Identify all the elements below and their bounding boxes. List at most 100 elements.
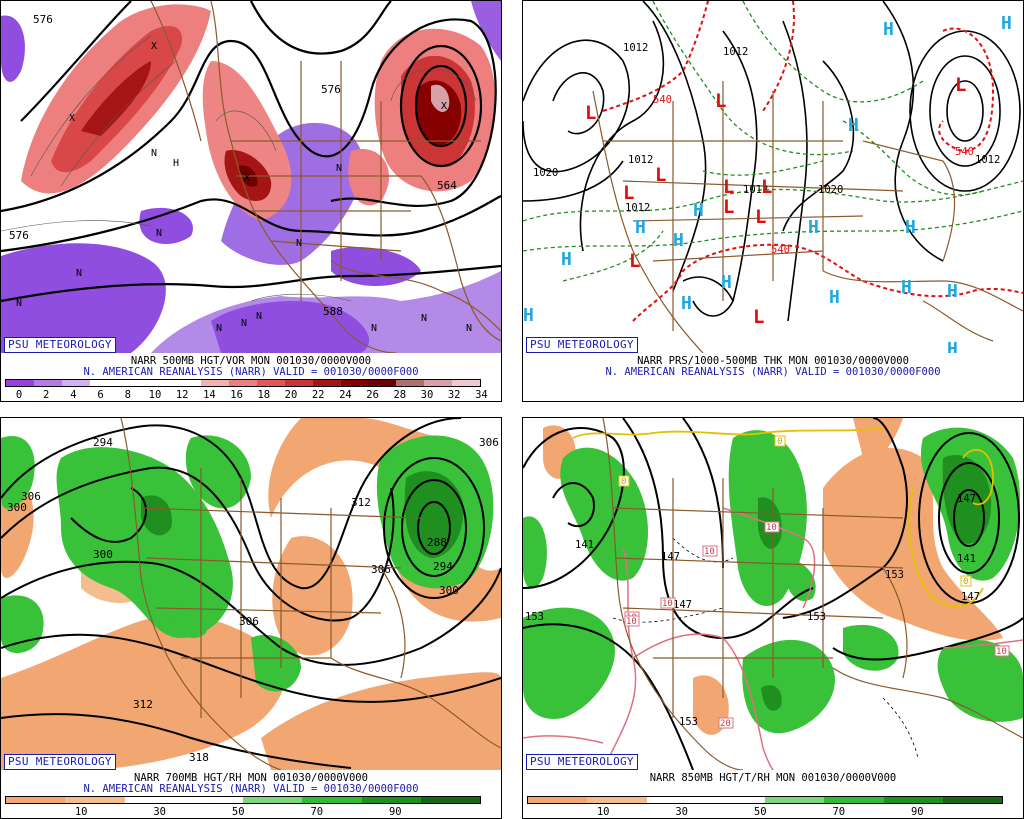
- isotherm-label: 20: [720, 719, 731, 729]
- rh-colorbar: [5, 796, 481, 804]
- high-marker: H: [947, 339, 958, 353]
- n-mark: N: [336, 163, 342, 174]
- dry-area: [823, 448, 1003, 641]
- moist-area: [171, 613, 207, 638]
- contour-label: 318: [189, 751, 209, 764]
- colorbar-segment: [6, 380, 34, 386]
- colorbar-tick: 0: [15, 389, 23, 401]
- colorbar-segment: [124, 797, 184, 803]
- n-mark: N: [241, 318, 247, 329]
- x-mark: X: [69, 113, 75, 124]
- pos-vort-area: [415, 80, 462, 146]
- colorbar-segment: [183, 797, 243, 803]
- moist-area: [1, 436, 35, 509]
- low-marker: L: [655, 164, 666, 186]
- contour-label: 1012: [625, 202, 650, 214]
- high-marker: H: [905, 217, 916, 238]
- colorbar-tick: 90: [388, 806, 402, 818]
- thickness-label: 540: [653, 94, 672, 106]
- n-mark: N: [76, 268, 82, 279]
- colorbar-segment: [302, 797, 362, 803]
- rh700-labels: 294 306 306 300 312 306 300 294 288 306 …: [7, 436, 499, 764]
- thickness-label: 540: [955, 146, 974, 158]
- moist-area: [742, 639, 835, 734]
- rh-colorbar-ticks: 10 30 50 70 90: [5, 806, 481, 818]
- colorbar-segment: [824, 797, 884, 803]
- colorbar-segment: [256, 380, 285, 386]
- vorticity-colorbar-ticks: 0 2 4 6 8 10 12 14 16 18 20 22 24 26 28 30 32 34: [5, 389, 488, 401]
- contour-label: 294: [433, 560, 453, 573]
- t850-map: 141 147 153 153 147 153 153 147 141 147 …: [523, 418, 1023, 770]
- n-mark: N: [421, 313, 427, 324]
- panel-700mb-rh: 294 306 306 300 312 306 300 294 288 306 …: [0, 417, 502, 819]
- colorbar-tick: 50: [231, 806, 245, 818]
- contour-label: 300: [93, 548, 113, 561]
- high-marker: H: [883, 19, 894, 40]
- contour-label: 306: [21, 490, 41, 503]
- moist-area: [185, 435, 251, 509]
- colorbar-segment: [528, 797, 588, 803]
- vor-x-marks: X X X X H: [69, 41, 447, 184]
- colorbar-tick: 12: [175, 389, 189, 401]
- map-title: NARR PRS/1000-500MB THK MON 001030/0000V…: [637, 355, 909, 367]
- rh-colorbar-ticks: 10 30 50 70 90: [527, 806, 1003, 818]
- high-marker: H: [673, 230, 684, 251]
- colorbar-segment: [361, 797, 421, 803]
- colorbar-segment: [243, 797, 303, 803]
- colorbar-tick: 34: [475, 389, 488, 401]
- contour-label: 576: [321, 83, 341, 96]
- colorbar-segment: [424, 380, 452, 386]
- contour-label: 153: [525, 611, 544, 623]
- map-valid-line: N. AMERICAN REANALYSIS (NARR) VALID = 00…: [83, 366, 419, 378]
- moist-area: [523, 516, 547, 589]
- neg-vort-area: [221, 122, 363, 265]
- neg-vort-area: [1, 15, 25, 82]
- t850-temp-labels: 0 0 10 10 10 10 10 0 20 10: [618, 435, 1010, 729]
- low-marker: L: [585, 102, 596, 124]
- contour-label: 288: [427, 536, 447, 549]
- colorbar-tick: 50: [753, 806, 767, 818]
- contour-label: 312: [133, 698, 153, 711]
- colorbar-segment: [765, 797, 825, 803]
- colorbar-segment: [883, 797, 943, 803]
- colorbar-segment: [705, 797, 765, 803]
- colorbar-tick: 18: [257, 389, 271, 401]
- map-valid-line: N. AMERICAN REANALYSIS (NARR) VALID = 00…: [605, 366, 941, 378]
- colorbar-tick: 26: [366, 389, 379, 401]
- isotherm-label: 0: [963, 577, 968, 587]
- vor-contour-labels: 576 576 588 564 576: [9, 13, 457, 318]
- colorbar-segment: [646, 797, 706, 803]
- high-marker: H: [808, 217, 819, 238]
- colorbar-tick: 10: [148, 389, 162, 401]
- low-marker: L: [955, 74, 966, 96]
- low-marker: L: [761, 176, 772, 198]
- contour-label: 147: [957, 493, 976, 505]
- contour-label: 300: [7, 501, 27, 514]
- panel-500mb-vorticity: 576 576 588 564 576 N N N N N N N N N N …: [0, 0, 502, 402]
- colorbar-segment: [201, 380, 229, 386]
- colorbar-segment: [312, 380, 341, 386]
- colorbar-tick: 70: [832, 806, 846, 818]
- n-mark: N: [151, 148, 157, 159]
- low-marker: L: [715, 90, 726, 112]
- colorbar-segment: [145, 380, 174, 386]
- contour-label: 576: [9, 229, 29, 242]
- colorbar-tick: 16: [230, 389, 243, 401]
- colorbar-tick: 10: [596, 806, 610, 818]
- h-mark: H: [173, 158, 179, 169]
- isotherm-label: 10: [662, 599, 673, 609]
- colorbar-segment: [420, 797, 480, 803]
- moist-area: [141, 495, 172, 536]
- colorbar-tick: 4: [70, 389, 77, 401]
- contour-label: 147: [673, 599, 692, 611]
- contour-label: 1020: [818, 184, 843, 196]
- contour-label: 1012: [743, 184, 768, 196]
- neg-vort-area: [1, 243, 166, 353]
- low-marker: L: [629, 250, 640, 272]
- colorbar-tick: 90: [910, 806, 924, 818]
- x-mark: X: [151, 41, 157, 52]
- thickness-label: 540: [771, 244, 790, 256]
- n-mark: N: [216, 323, 222, 334]
- colorbar-segment: [284, 380, 313, 386]
- contour-label: 306: [479, 436, 499, 449]
